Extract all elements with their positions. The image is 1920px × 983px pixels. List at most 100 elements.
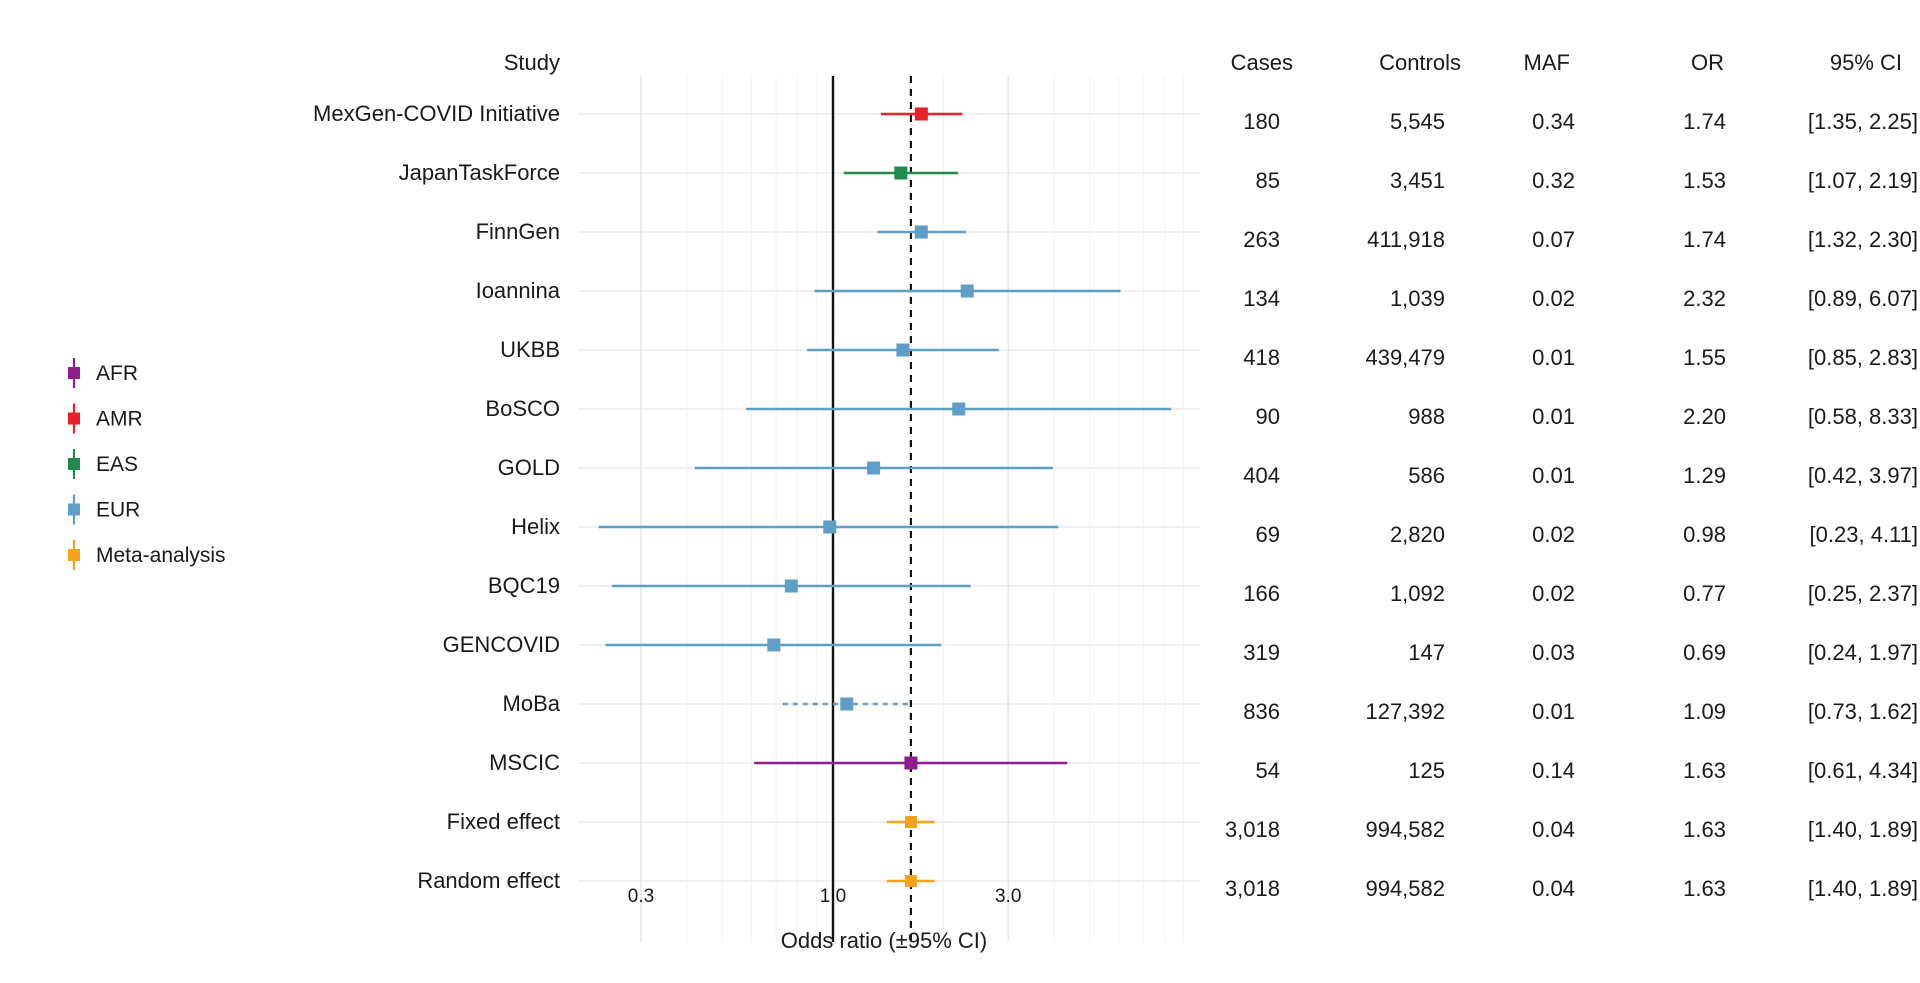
study-label: Fixed effect: [447, 809, 560, 834]
point-estimate: [952, 402, 966, 416]
cell-ci: [1.40, 1.89]: [1808, 817, 1918, 842]
cell-maf: 0.01: [1532, 345, 1575, 370]
cell-controls: 994,582: [1365, 817, 1445, 842]
cell-cases: 263: [1243, 227, 1280, 252]
cell-controls: 5,545: [1390, 109, 1445, 134]
cell-maf: 0.01: [1532, 404, 1575, 429]
legend-label: AMR: [96, 408, 143, 431]
cell-cases: 54: [1256, 758, 1280, 783]
point-estimate: [823, 520, 837, 534]
cell-or: 0.98: [1683, 522, 1726, 547]
cell-controls: 439,479: [1365, 345, 1445, 370]
cell-controls: 411,918: [1367, 227, 1445, 252]
cell-ci: [0.89, 6.07]: [1808, 286, 1918, 311]
cell-controls: 1,039: [1390, 286, 1445, 311]
point-estimate: [914, 107, 928, 121]
cell-or: 2.20: [1683, 404, 1726, 429]
legend-key-square: [68, 458, 80, 470]
cell-ci: [1.35, 2.25]: [1808, 109, 1918, 134]
point-estimate: [960, 284, 974, 298]
cell-or: 2.32: [1683, 286, 1726, 311]
cell-cases: 836: [1243, 699, 1280, 724]
point-estimate: [904, 816, 917, 828]
cell-ci: [0.23, 4.11]: [1810, 522, 1918, 547]
cell-or: 1.63: [1683, 817, 1726, 842]
cell-maf: 0.02: [1532, 581, 1575, 606]
cell-maf: 0.03: [1532, 640, 1575, 665]
legend-key-square: [68, 412, 80, 425]
cell-or: 1.09: [1683, 699, 1726, 724]
study-label: GENCOVID: [443, 632, 560, 657]
study-label: MexGen-COVID Initiative: [313, 101, 560, 126]
cell-maf: 0.01: [1532, 699, 1575, 724]
study-label: UKBB: [500, 337, 560, 362]
study-label: FinnGen: [476, 219, 560, 244]
cell-cases: 134: [1243, 286, 1280, 311]
cell-ci: [0.61, 4.34]: [1808, 758, 1918, 783]
cell-controls: 2,820: [1390, 522, 1445, 547]
point-estimate: [914, 225, 928, 239]
cell-maf: 0.04: [1532, 817, 1575, 842]
cell-controls: 127,392: [1365, 699, 1445, 724]
cell-cases: 180: [1243, 109, 1280, 134]
point-estimate: [767, 638, 781, 652]
cell-controls: 1,092: [1390, 581, 1445, 606]
legend-label: EUR: [96, 499, 140, 522]
cell-or: 1.74: [1683, 227, 1726, 252]
point-estimate: [904, 756, 918, 770]
marks-layer: [598, 107, 1172, 887]
cell-cases: 3,018: [1225, 876, 1280, 901]
study-label: GOLD: [498, 455, 560, 480]
legend-key-square: [68, 367, 80, 379]
cell-or: 1.53: [1683, 168, 1726, 193]
legend-label: AFR: [96, 362, 138, 385]
header-or: OR: [1691, 50, 1724, 75]
x-tick-label: 0.3: [628, 886, 654, 907]
header-study: Study: [504, 50, 560, 75]
cell-or: 1.55: [1683, 345, 1726, 370]
cell-cases: 90: [1256, 404, 1280, 429]
cell-cases: 166: [1243, 581, 1280, 606]
cell-maf: 0.32: [1532, 168, 1575, 193]
cell-cases: 404: [1243, 463, 1280, 488]
study-label: Ioannina: [476, 278, 561, 303]
header-ci: 95% CI: [1830, 50, 1902, 75]
legend-key-square: [68, 503, 80, 516]
cell-ci: [0.85, 2.83]: [1808, 345, 1918, 370]
cell-maf: 0.02: [1532, 286, 1575, 311]
cell-maf: 0.04: [1532, 876, 1575, 901]
cell-ci: [1.40, 1.89]: [1808, 876, 1918, 901]
cell-cases: 319: [1243, 640, 1280, 665]
cell-cases: 3,018: [1225, 817, 1280, 842]
study-label: JapanTaskForce: [399, 160, 560, 185]
cell-or: 1.63: [1683, 758, 1726, 783]
cell-controls: 994,582: [1365, 876, 1445, 901]
study-label: BoSCO: [485, 396, 560, 421]
cell-ci: [0.42, 3.97]: [1808, 463, 1918, 488]
cell-cases: 69: [1256, 522, 1280, 547]
study-label: Random effect: [417, 868, 560, 893]
cell-ci: [1.32, 2.30]: [1808, 227, 1918, 252]
cell-ci: [0.25, 2.37]: [1808, 581, 1918, 606]
grid-layer: [578, 76, 1200, 942]
legend-label: Meta-analysis: [96, 544, 226, 567]
point-estimate: [896, 343, 910, 357]
cell-or: 0.69: [1683, 640, 1726, 665]
point-estimate: [840, 697, 854, 711]
point-estimate: [867, 461, 881, 475]
study-label: Helix: [511, 514, 560, 539]
point-estimate: [904, 875, 917, 887]
cell-maf: 0.14: [1532, 758, 1575, 783]
header-cases: Cases: [1231, 50, 1293, 75]
x-tick-label: 1.0: [820, 886, 846, 907]
cell-controls: 586: [1408, 463, 1445, 488]
cell-ci: [0.24, 1.97]: [1808, 640, 1918, 665]
cell-controls: 3,451: [1390, 168, 1445, 193]
cell-ci: [1.07, 2.19]: [1808, 168, 1918, 193]
study-label: MoBa: [503, 691, 561, 716]
cell-cases: 418: [1243, 345, 1280, 370]
stats-table: Study Cases Controls MAF OR 95% CI 180 5,545 0.3…: [504, 50, 1918, 901]
cell-controls: 147: [1408, 640, 1445, 665]
cell-or: 1.63: [1683, 876, 1726, 901]
header-controls: Controls: [1379, 50, 1461, 75]
